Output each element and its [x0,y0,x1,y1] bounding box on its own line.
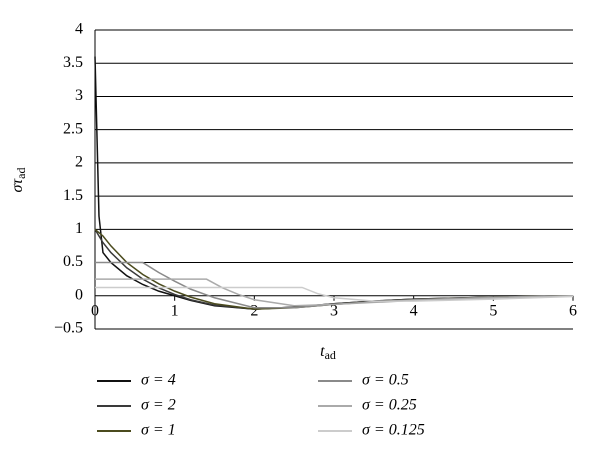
y-label-sub: ad [14,168,28,179]
y-tick-label: 3.5 [63,54,83,71]
legend-label: σ = 4 [141,372,176,389]
y-tick-label: −0.5 [54,320,83,337]
x-tick-label: 5 [489,302,497,319]
y-tick-label: 0 [75,286,83,303]
legend-label: σ = 1 [141,422,176,439]
y-tick-label: 2 [75,154,83,171]
legend-label: σ = 0.5 [362,372,409,389]
y-axis-label: στad [9,168,28,193]
x-tick-label: 2 [250,302,258,319]
x-label-main: t [320,343,325,360]
y-tick-label: 3 [75,87,83,104]
y-tick-label: 0.5 [63,253,83,270]
y-tick-label: 1.5 [63,187,83,204]
series-line [95,261,574,309]
y-tick-label: 2.5 [63,120,83,137]
x-label-sub: ad [325,348,336,362]
y-tick-label: 4 [75,21,83,38]
x-axis-label: tad [320,343,336,362]
legend-label: σ = 2 [141,397,176,414]
y-tick-label: 1 [75,220,83,237]
y-label-main: στ [9,178,26,193]
x-tick-label: 4 [410,302,418,319]
x-tick-label: 6 [569,302,577,319]
series-line [95,286,574,302]
x-tick-label: 0 [91,302,99,319]
legend-label: σ = 0.125 [362,422,425,439]
legend-label: σ = 0.25 [362,397,417,414]
series-line [95,278,574,307]
x-tick-label: 3 [330,302,338,319]
series-line [94,56,574,310]
x-tick-label: 1 [171,302,179,319]
